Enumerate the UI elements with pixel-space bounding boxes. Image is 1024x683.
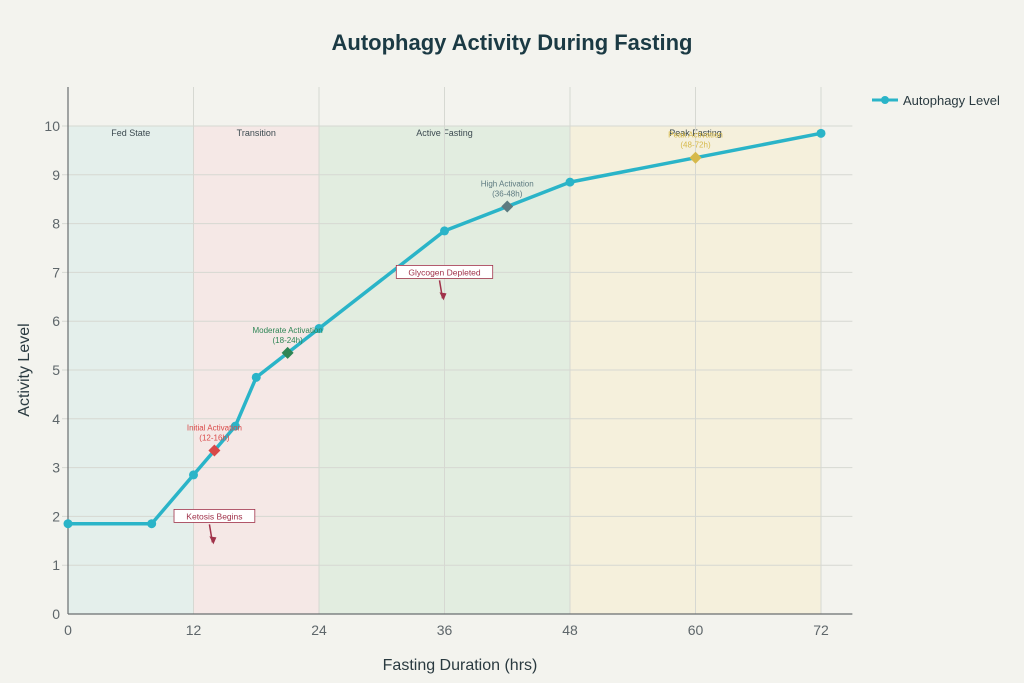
x-tick-label: 48 xyxy=(562,622,578,638)
x-tick-label: 72 xyxy=(813,622,829,638)
data-point xyxy=(147,519,157,529)
y-tick-label: 7 xyxy=(52,264,60,280)
data-point xyxy=(251,372,261,382)
milestone-label: Initial Activation xyxy=(187,424,242,433)
y-tick-label: 1 xyxy=(52,557,60,573)
annotation-box xyxy=(395,264,494,279)
y-tick-label: 2 xyxy=(52,508,60,524)
y-tick-label: 5 xyxy=(52,362,60,378)
milestone-diamond xyxy=(281,346,294,359)
milestone-diamond xyxy=(689,151,702,164)
annotation-text: Glycogen Depleted xyxy=(408,267,481,277)
phase-label: Fed State xyxy=(111,128,150,138)
milestone-diamond xyxy=(208,444,221,457)
milestone-range: (12-16h) xyxy=(199,434,230,443)
milestone-label: Moderate Activation xyxy=(252,326,322,335)
y-tick-label: 0 xyxy=(52,606,60,622)
data-point xyxy=(440,226,449,236)
legend-entry: Autophagy Level xyxy=(903,93,1000,108)
data-point xyxy=(816,128,826,138)
x-tick-label: 12 xyxy=(186,622,202,638)
y-tick-label: 3 xyxy=(52,460,60,476)
legend-marker-icon xyxy=(881,96,889,104)
y-tick-label: 4 xyxy=(52,411,60,427)
annotation-arrowhead-icon xyxy=(209,536,217,545)
milestone-label: Peak Activation xyxy=(668,131,723,140)
y-tick-label: 10 xyxy=(44,118,60,134)
milestone-diamond xyxy=(501,200,514,213)
x-axis-label: Fasting Duration (hrs) xyxy=(383,657,538,674)
annotation-arrowhead-icon xyxy=(439,292,447,301)
x-tick-label: 36 xyxy=(437,622,453,638)
y-tick-label: 9 xyxy=(52,167,60,183)
milestone-range: (18-24h) xyxy=(273,336,304,345)
legend[interactable]: Autophagy Level xyxy=(872,93,1000,108)
y-tick-label: 8 xyxy=(52,216,60,232)
data-point xyxy=(189,470,198,480)
data-point xyxy=(565,177,575,187)
data-point xyxy=(230,421,240,431)
y-axis-label: Activity Level xyxy=(16,323,33,416)
milestone-range: (36-48h) xyxy=(492,190,523,199)
x-tick-label: 60 xyxy=(688,622,704,638)
chart-title: Autophagy Activity During Fasting xyxy=(332,30,693,55)
x-tick-label: 24 xyxy=(311,622,327,638)
annotation-box xyxy=(173,508,256,523)
x-tick-label: 0 xyxy=(64,622,72,638)
milestone-label: High Activation xyxy=(481,180,534,189)
milestone-range: (48-72h) xyxy=(680,141,711,150)
phase-label: Transition xyxy=(237,128,276,138)
y-tick-label: 6 xyxy=(52,313,60,329)
data-point xyxy=(314,324,324,334)
annotation-text: Ketosis Begins xyxy=(186,511,242,521)
data-point xyxy=(63,519,73,529)
